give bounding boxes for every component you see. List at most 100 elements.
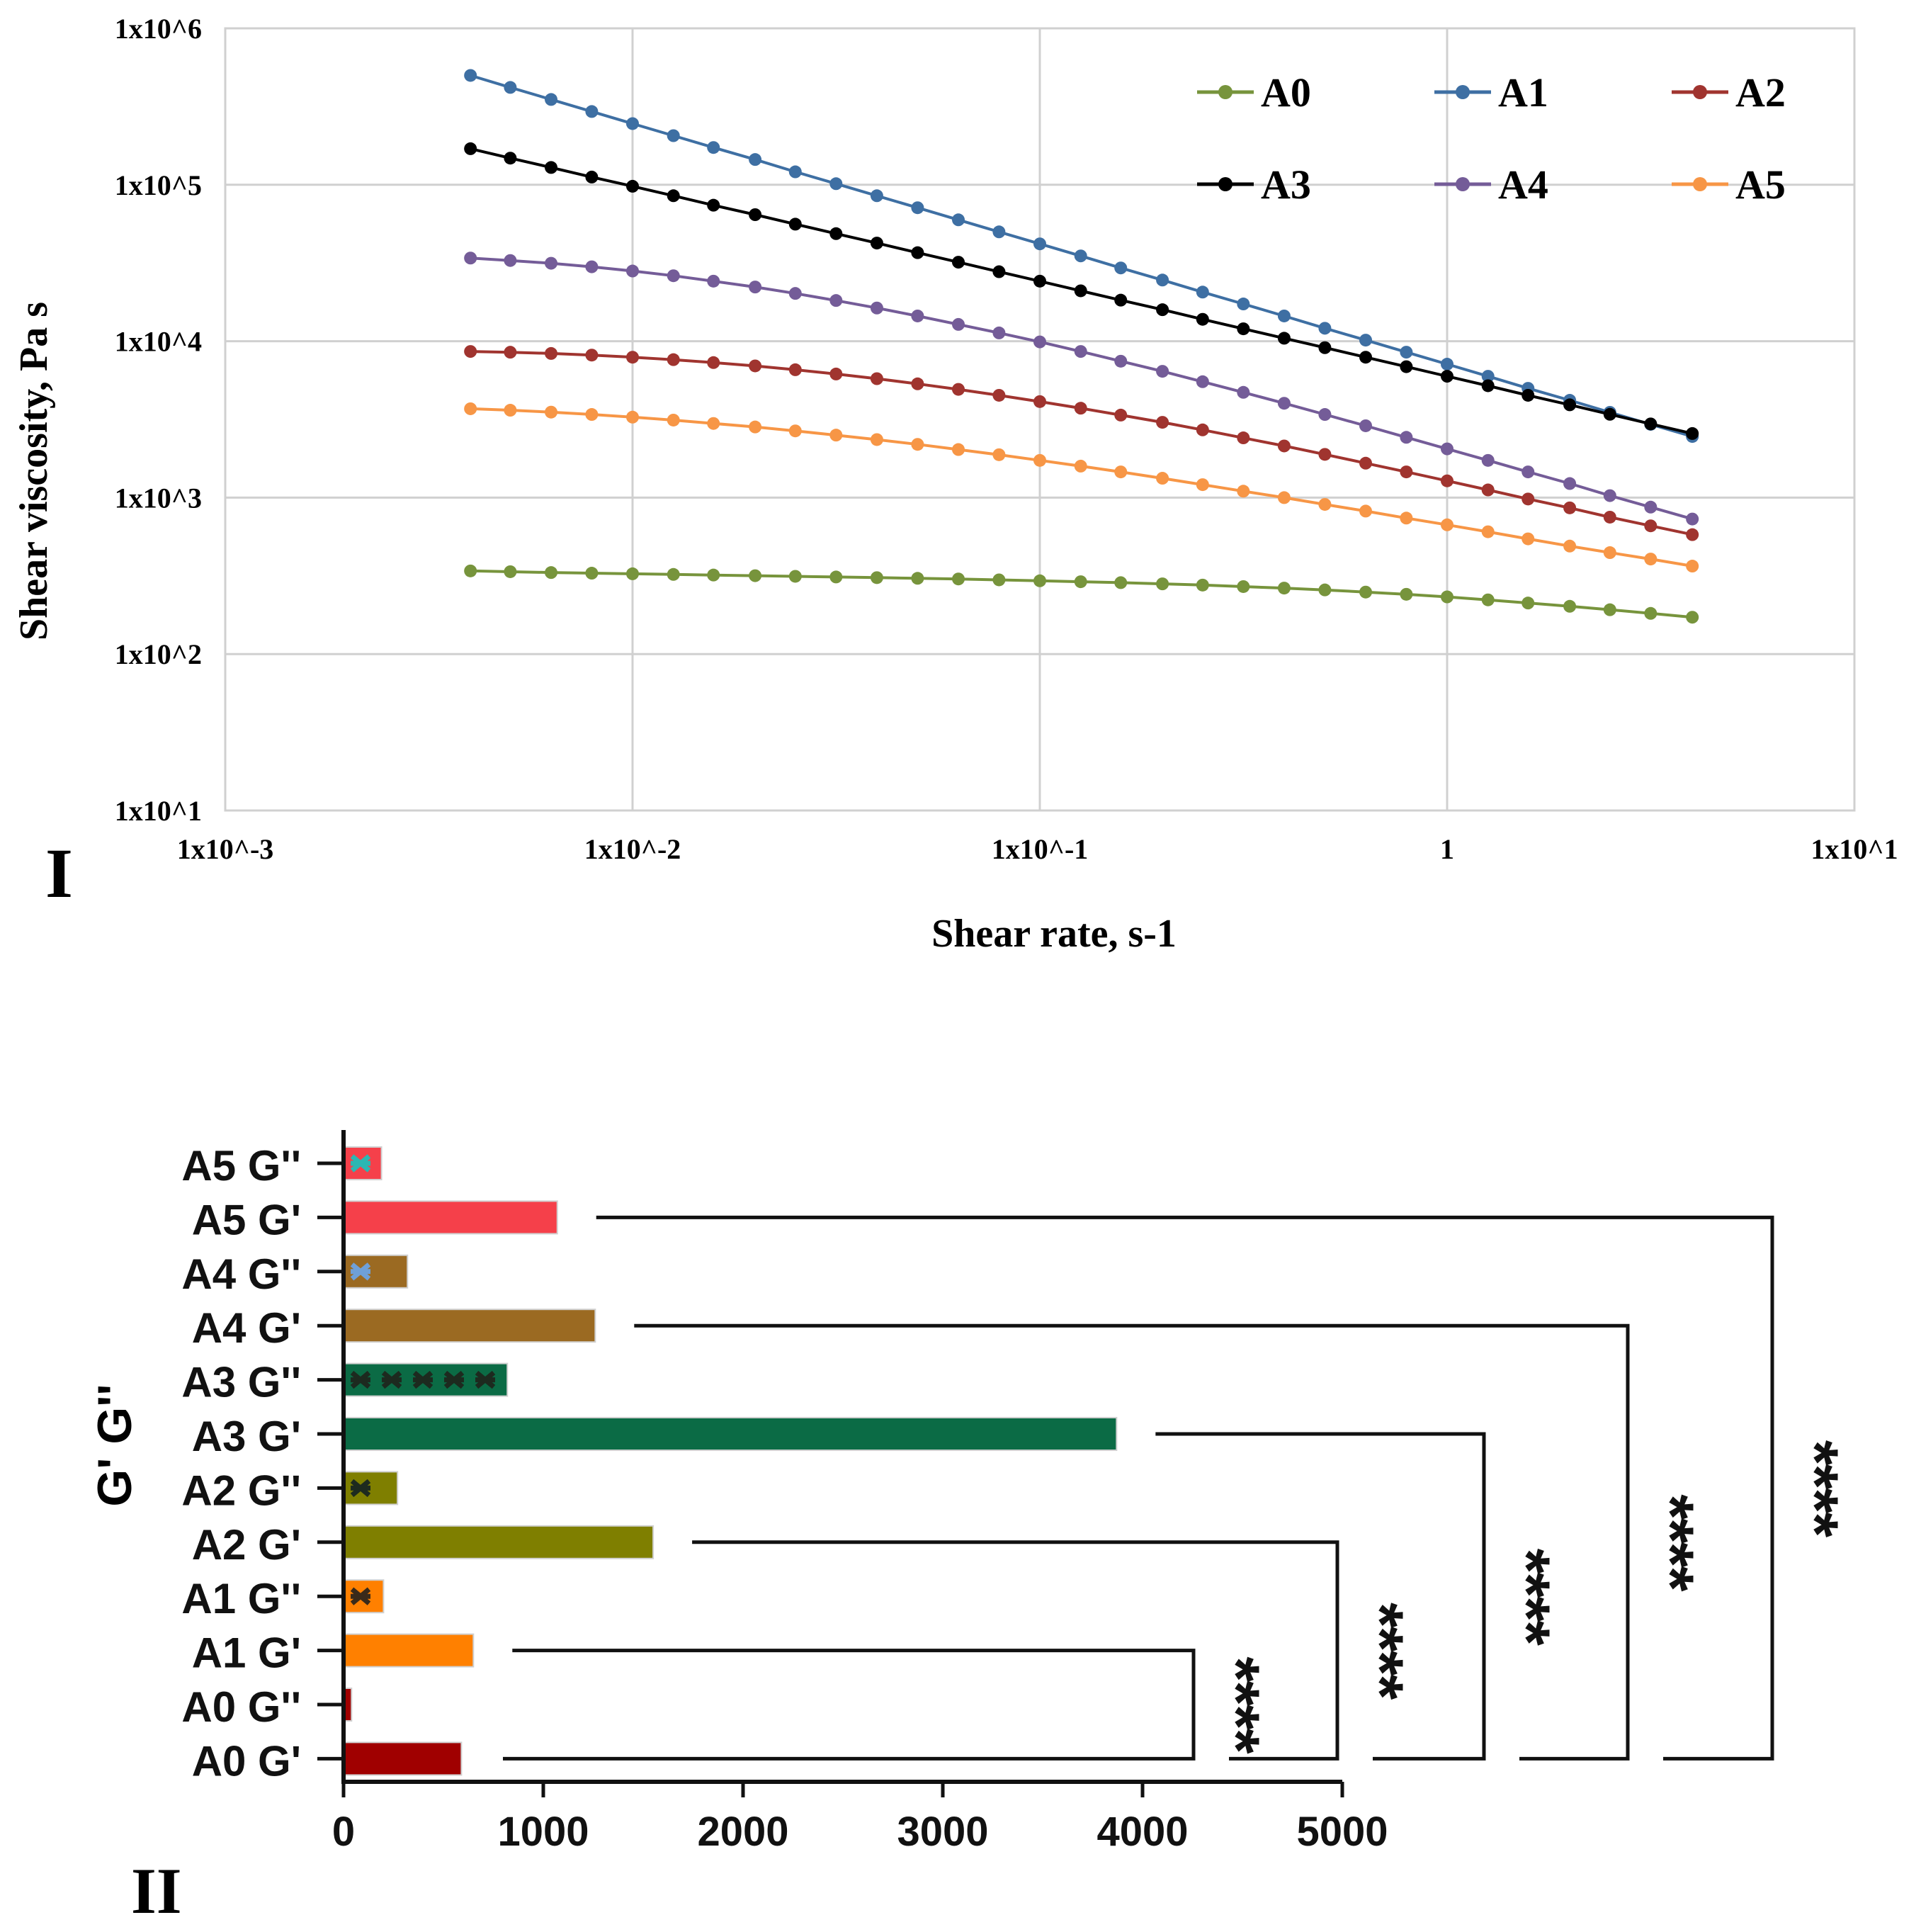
data-point (992, 225, 1006, 239)
x-tick-label: 1x10^-2 (584, 833, 681, 865)
data-point (626, 179, 639, 193)
data-point (1196, 286, 1209, 299)
data-point (1522, 465, 1535, 479)
significance-bracket: **** (503, 1649, 1272, 1761)
category-label: A1 G' (192, 1629, 301, 1677)
data-point (749, 569, 762, 582)
legend: A0 A1 A2 A3 A4 A5 (1197, 69, 1786, 208)
data-point (1563, 501, 1577, 514)
data-point (992, 326, 1006, 339)
data-point (1441, 518, 1454, 531)
data-point (829, 367, 843, 380)
data-point (1644, 519, 1658, 533)
legend-label: A3 (1261, 162, 1311, 208)
data-point (829, 294, 843, 307)
data-point (829, 570, 843, 584)
data-point (1400, 512, 1413, 525)
data-point (1114, 354, 1128, 368)
data-point (1277, 397, 1291, 410)
data-point (992, 265, 1006, 278)
data-point (1603, 546, 1616, 560)
legend-item: A4 (1434, 162, 1548, 208)
category-label: A1 G'' (181, 1575, 301, 1622)
significance-bracket: **** (1155, 1432, 1563, 1761)
bar-row: A0 G' (192, 1737, 463, 1785)
data-point (1644, 606, 1658, 620)
data-point (1033, 395, 1046, 408)
data-point (1033, 335, 1046, 349)
data-point (1033, 274, 1046, 288)
significance-label: **** (1344, 1603, 1416, 1700)
data-point (504, 254, 517, 267)
bar-row: A0 G'' (181, 1683, 353, 1731)
bar-row: A5 G'' (181, 1142, 382, 1190)
bar (343, 1741, 463, 1776)
category-label: A4 G' (192, 1304, 301, 1352)
data-point (1156, 303, 1169, 317)
data-point (1196, 578, 1209, 592)
bar-marker (350, 1262, 371, 1281)
legend-marker (1218, 177, 1232, 191)
y-tick-label: 1x10^4 (115, 326, 202, 358)
data-point (992, 388, 1006, 402)
x-tick-label: 4000 (1096, 1809, 1188, 1855)
x-tick-label: 1x10^-1 (992, 833, 1089, 865)
significance-label: **** (1634, 1494, 1706, 1591)
data-point (829, 177, 843, 191)
data-point (545, 161, 558, 174)
data-point (464, 402, 477, 415)
data-point (788, 570, 802, 583)
data-point (1481, 525, 1495, 538)
data-point (1156, 273, 1169, 287)
category-label: A2 G'' (181, 1467, 301, 1514)
data-point (1196, 423, 1209, 436)
legend-marker (1218, 85, 1232, 99)
data-point (952, 572, 965, 586)
data-point (952, 213, 965, 227)
data-point (1074, 345, 1087, 358)
data-point (829, 227, 843, 240)
category-label: A2 G' (192, 1521, 301, 1569)
bar-row: A5 G' (192, 1196, 558, 1243)
legend-label: A1 (1498, 69, 1548, 115)
x-tick-label: 1x10^-3 (177, 833, 274, 865)
data-point (788, 363, 802, 376)
bracket-line (634, 1323, 1630, 1761)
bar (343, 1633, 475, 1668)
data-point (911, 377, 924, 390)
bar-rows: A5 G'' A5 G' A4 G'' A4 G' A3 G'' A3 G' A2 G'' A… (181, 1142, 1118, 1785)
x-tick-labels: 1x10^-3 1x10^-2 1x10^-1 1 1x10^1 (177, 833, 1898, 865)
data-point (1441, 358, 1454, 371)
y-axis-label: Shear viscosity, Pa s (12, 302, 56, 640)
data-point (749, 208, 762, 221)
data-point (1033, 574, 1046, 587)
significance-bracket: **** (596, 1215, 1851, 1761)
legend-label: A0 (1261, 69, 1311, 115)
panel-label-bottom: II (131, 1855, 182, 1927)
data-point (504, 404, 517, 417)
data-point (504, 346, 517, 359)
data-point (626, 117, 639, 130)
data-point (1318, 322, 1332, 335)
data-point (1522, 492, 1535, 506)
data-point (1359, 334, 1373, 347)
data-point (1156, 472, 1169, 485)
bar-row: A1 G'' (181, 1575, 385, 1622)
y-tick-label: 1x10^2 (115, 638, 202, 670)
data-point (667, 567, 680, 581)
data-point (870, 372, 883, 385)
data-point (1400, 431, 1413, 444)
data-point (829, 429, 843, 442)
data-point (1644, 553, 1658, 566)
data-point (667, 353, 680, 366)
data-point (667, 129, 680, 142)
data-point (545, 256, 558, 270)
data-point (626, 567, 639, 580)
shear-viscosity-chart: 1x10^-3 1x10^-2 1x10^-1 1 1x10^1 1x10^11x10^… (12, 13, 1898, 956)
category-label: A3 G'' (181, 1359, 301, 1406)
data-point (1400, 360, 1413, 373)
category-label: A4 G'' (181, 1250, 301, 1298)
data-point (1400, 465, 1413, 479)
data-point (1114, 465, 1128, 479)
